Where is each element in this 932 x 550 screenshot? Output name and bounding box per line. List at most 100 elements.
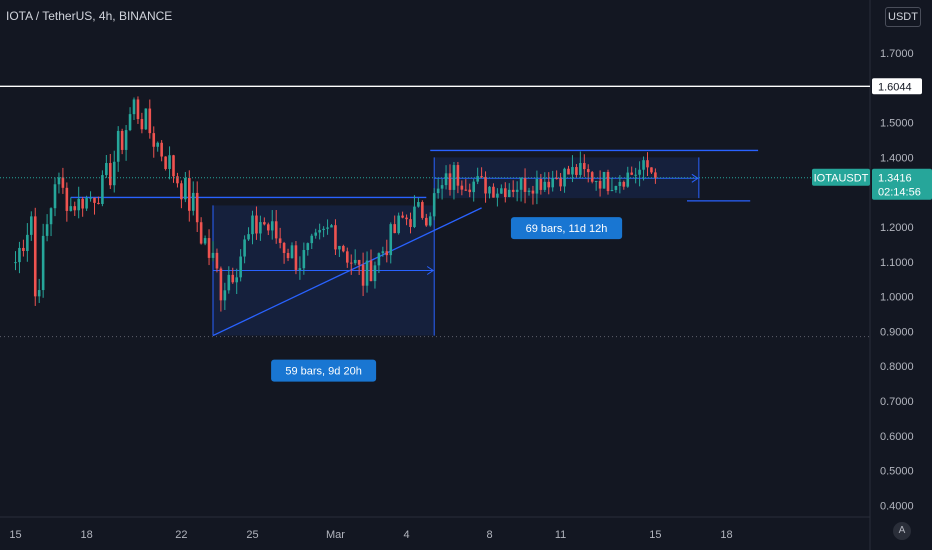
candle-body bbox=[579, 163, 582, 175]
candle-body bbox=[460, 185, 464, 190]
candle-body bbox=[444, 173, 448, 186]
candle-body bbox=[630, 172, 633, 175]
candle-body bbox=[440, 185, 444, 189]
candle-body bbox=[124, 130, 128, 150]
range-label-box bbox=[271, 359, 377, 382]
candle-body bbox=[294, 245, 298, 270]
candle-body bbox=[140, 119, 144, 130]
candle-body bbox=[65, 187, 69, 211]
candle-body bbox=[539, 178, 543, 190]
level-price-tag bbox=[872, 78, 922, 95]
candle-body bbox=[81, 198, 84, 209]
candle-body bbox=[231, 274, 235, 283]
candle-body bbox=[116, 130, 120, 162]
candle-body bbox=[314, 232, 317, 236]
candle-body bbox=[417, 202, 420, 207]
candle-body bbox=[567, 168, 570, 175]
candle-body bbox=[322, 228, 325, 231]
candle-body bbox=[397, 215, 400, 234]
candle-body bbox=[219, 268, 223, 301]
candle-body bbox=[302, 250, 306, 269]
candle-body bbox=[535, 178, 539, 194]
candle-body bbox=[393, 224, 396, 234]
candle-body bbox=[69, 206, 73, 211]
candle-body bbox=[472, 181, 475, 193]
candle-body bbox=[176, 176, 179, 184]
candle-body bbox=[247, 234, 250, 240]
candle-body bbox=[381, 251, 385, 254]
candle-body bbox=[73, 206, 77, 211]
candle-body bbox=[306, 243, 310, 251]
candle-body bbox=[195, 192, 199, 223]
candle-body bbox=[33, 216, 37, 297]
candle-body bbox=[349, 262, 353, 264]
candle-body bbox=[148, 108, 152, 134]
range-arrow-head bbox=[426, 266, 435, 275]
candle-body bbox=[53, 184, 57, 209]
candle-body bbox=[223, 290, 227, 301]
candle-body bbox=[97, 202, 100, 204]
candle-body bbox=[207, 238, 211, 258]
x-tick-label: 15 bbox=[9, 529, 21, 541]
candle-body bbox=[575, 167, 578, 175]
candle-body bbox=[128, 114, 132, 131]
candle-body bbox=[480, 176, 483, 178]
candle-body bbox=[421, 202, 424, 218]
candle-body bbox=[330, 225, 333, 228]
candle-body bbox=[227, 274, 231, 291]
currency-button[interactable]: USDT bbox=[885, 7, 921, 27]
candle-body bbox=[634, 174, 637, 176]
candle-body bbox=[618, 181, 622, 186]
candle-body bbox=[57, 177, 61, 185]
candle-body bbox=[638, 169, 641, 175]
candle-body bbox=[586, 169, 590, 173]
x-tick-label: 18 bbox=[80, 529, 92, 541]
candle-body bbox=[515, 189, 519, 192]
candle-body bbox=[41, 235, 45, 291]
y-tick-label: 0.5000 bbox=[880, 466, 914, 478]
y-tick-label: 1.0000 bbox=[880, 292, 914, 304]
candle-body bbox=[650, 167, 653, 173]
candle-body bbox=[203, 238, 207, 244]
candle-body bbox=[377, 253, 381, 266]
candle-body bbox=[500, 188, 503, 194]
candle-body bbox=[136, 99, 140, 120]
candle-body bbox=[507, 189, 511, 198]
candle-body bbox=[290, 245, 294, 259]
candle-body bbox=[413, 206, 416, 227]
candle-body bbox=[156, 142, 159, 147]
candle-body bbox=[37, 290, 41, 297]
candle-body bbox=[511, 189, 515, 192]
candle-body bbox=[310, 235, 314, 244]
range-label-box bbox=[510, 217, 623, 240]
x-tick-label: Mar bbox=[326, 529, 345, 541]
candle-body bbox=[112, 161, 116, 186]
candle-body bbox=[385, 251, 389, 256]
last-price-label: 1.3416 bbox=[878, 173, 912, 185]
chart-title: IOTA / TetherUS, 4h, BINANCE bbox=[6, 9, 173, 23]
candle-body bbox=[369, 260, 373, 282]
candle-body bbox=[519, 178, 523, 190]
candle-body bbox=[211, 252, 215, 258]
range-label: 59 bars, 9d 20h bbox=[285, 366, 361, 378]
candle-body bbox=[484, 176, 487, 194]
candle-body bbox=[590, 172, 594, 182]
candle-body bbox=[428, 216, 432, 226]
candle-body bbox=[49, 208, 53, 225]
candle-body bbox=[326, 227, 329, 229]
trendline bbox=[212, 207, 482, 337]
x-tick-label: 11 bbox=[555, 529, 566, 541]
candle-body bbox=[342, 245, 345, 252]
candle-body bbox=[282, 242, 286, 253]
candle-body bbox=[160, 142, 163, 157]
level-price-label: 1.6044 bbox=[878, 81, 912, 93]
x-tick-label: 15 bbox=[649, 529, 661, 541]
candle-body bbox=[101, 175, 104, 204]
candle-body bbox=[543, 181, 547, 190]
candle-body bbox=[89, 197, 92, 199]
range-label: 69 bars, 11d 12h bbox=[526, 223, 608, 235]
auto-scale-button[interactable]: A bbox=[893, 522, 911, 540]
candle-body bbox=[338, 245, 341, 250]
candle-body bbox=[602, 171, 606, 189]
